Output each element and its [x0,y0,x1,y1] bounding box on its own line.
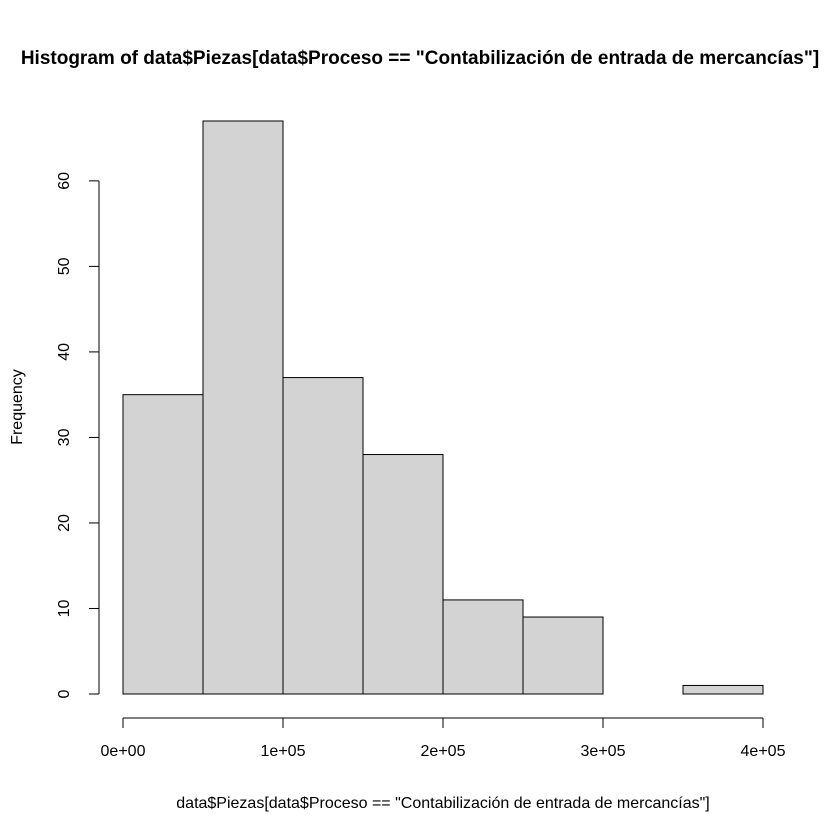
x-tick-label-4: 4e+05 [741,743,786,760]
histogram-bar-3 [362,454,444,695]
histogram-bar-2 [282,377,364,695]
histogram-bar-4 [442,599,524,695]
histogram-bar-7 [682,684,764,695]
y-axis-label: Frequency [9,369,26,445]
y-tick-label-4: 40 [56,343,73,361]
x-tick-label-1: 1e+05 [261,743,306,760]
x-tick-label-0: 0e+00 [101,743,146,760]
bars-group [122,120,764,695]
histogram-bar-5 [522,616,604,695]
chart-title: Histogram of data$Piezas[data$Proceso ==… [21,48,819,69]
histogram-bar-1 [202,120,284,695]
y-tick-label-2: 20 [56,514,73,532]
histogram-bar-0 [122,394,204,695]
y-tick-label-6: 60 [56,172,73,190]
x-tick-label-3: 3e+05 [581,743,626,760]
x-axis: 0e+00 1e+05 2e+05 3e+05 4e+05 [101,717,786,760]
y-axis: 0 10 20 30 40 50 60 [56,172,100,698]
y-tick-label-1: 10 [56,599,73,617]
y-tick-label-3: 30 [56,428,73,446]
x-tick-label-2: 2e+05 [421,743,466,760]
y-tick-label-0: 0 [56,689,73,698]
x-axis-label: data$Piezas[data$Proceso == "Contabiliza… [176,795,709,812]
y-tick-label-5: 50 [56,257,73,275]
